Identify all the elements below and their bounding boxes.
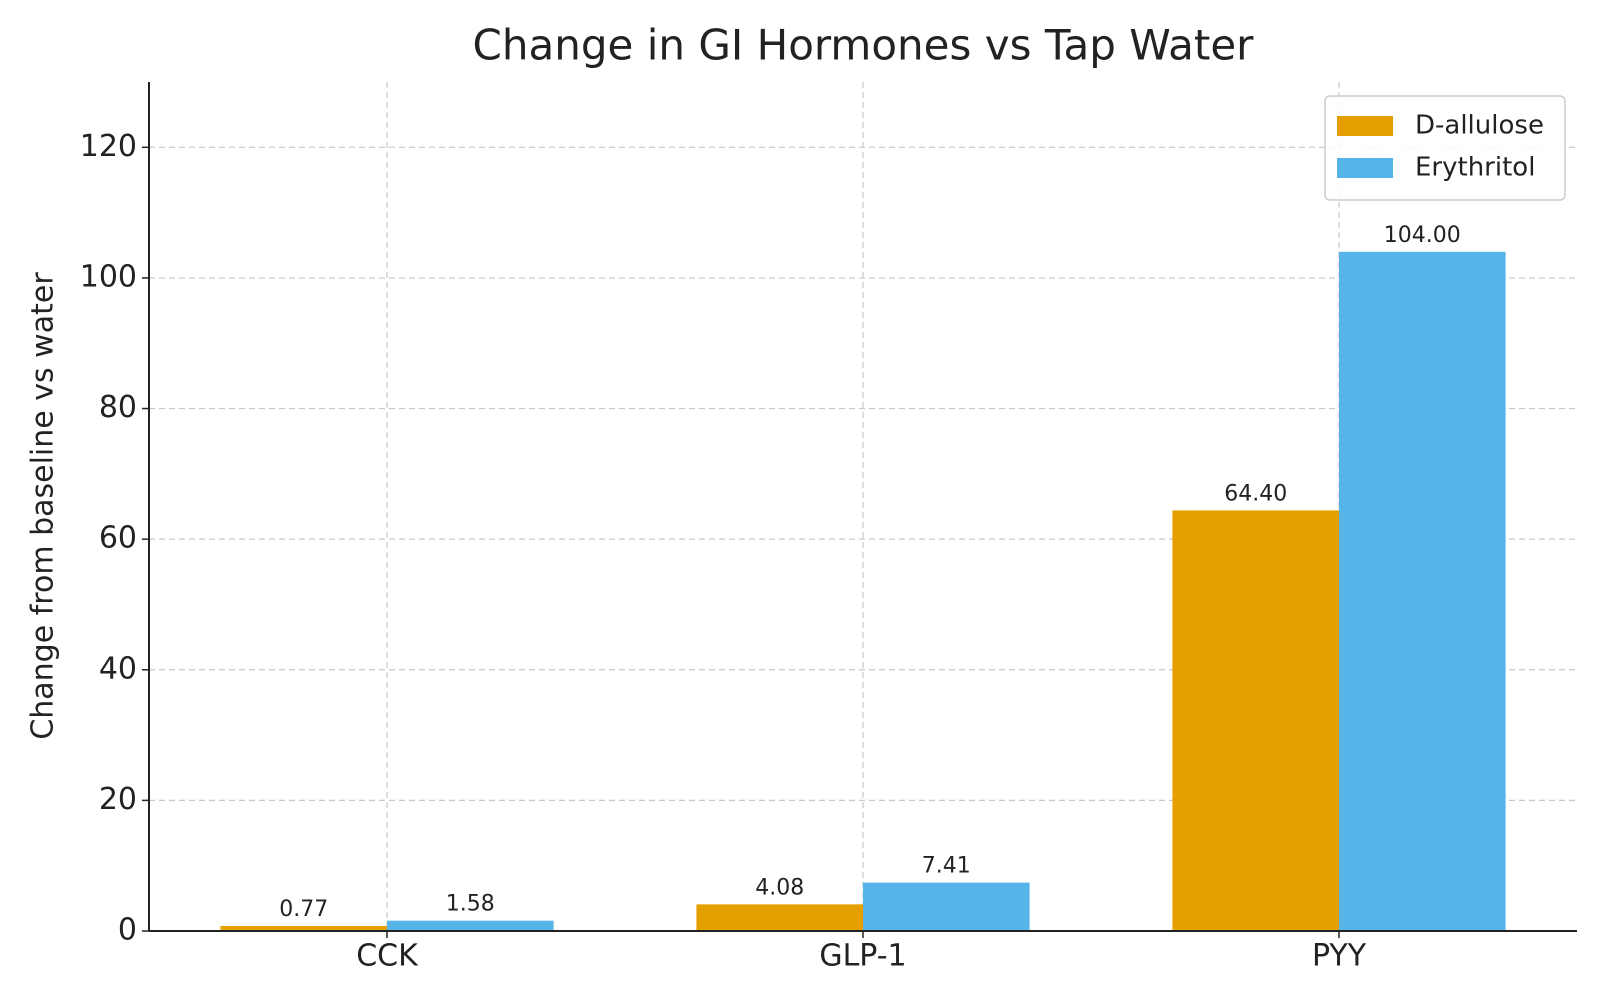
value-label: 1.58 (446, 892, 495, 917)
y-tick-label: 40 (99, 651, 137, 686)
value-label: 4.08 (755, 875, 804, 900)
legend-swatch (1337, 158, 1393, 178)
value-label: 64.40 (1224, 481, 1287, 506)
bar (1172, 510, 1339, 931)
bar (220, 925, 387, 931)
y-axis-label: Change from baseline vs water (26, 272, 61, 740)
value-label: 7.41 (922, 854, 971, 879)
bar (387, 920, 554, 931)
y-tick-label: 100 (80, 259, 137, 294)
chart-title: Change in GI Hormones vs Tap Water (473, 21, 1255, 70)
x-tick-label: GLP-1 (819, 939, 906, 974)
y-tick-label: 0 (118, 913, 137, 948)
x-tick-label: CCK (356, 939, 419, 974)
y-tick-label: 120 (80, 129, 137, 164)
bar (863, 882, 1030, 931)
y-tick-label: 20 (99, 782, 137, 817)
y-tick-label: 80 (99, 390, 137, 425)
y-tick-label: 60 (99, 521, 137, 556)
legend: D-allulose Erythritol (1324, 95, 1566, 201)
x-tick-label: PYY (1312, 939, 1367, 974)
legend-label: Erythritol (1415, 153, 1535, 183)
value-label: 0.77 (279, 897, 328, 922)
bar (1339, 251, 1506, 932)
bar (696, 904, 863, 931)
value-label: 104.00 (1384, 223, 1461, 248)
legend-label: D-allulose (1415, 111, 1544, 141)
legend-swatch (1337, 116, 1393, 136)
